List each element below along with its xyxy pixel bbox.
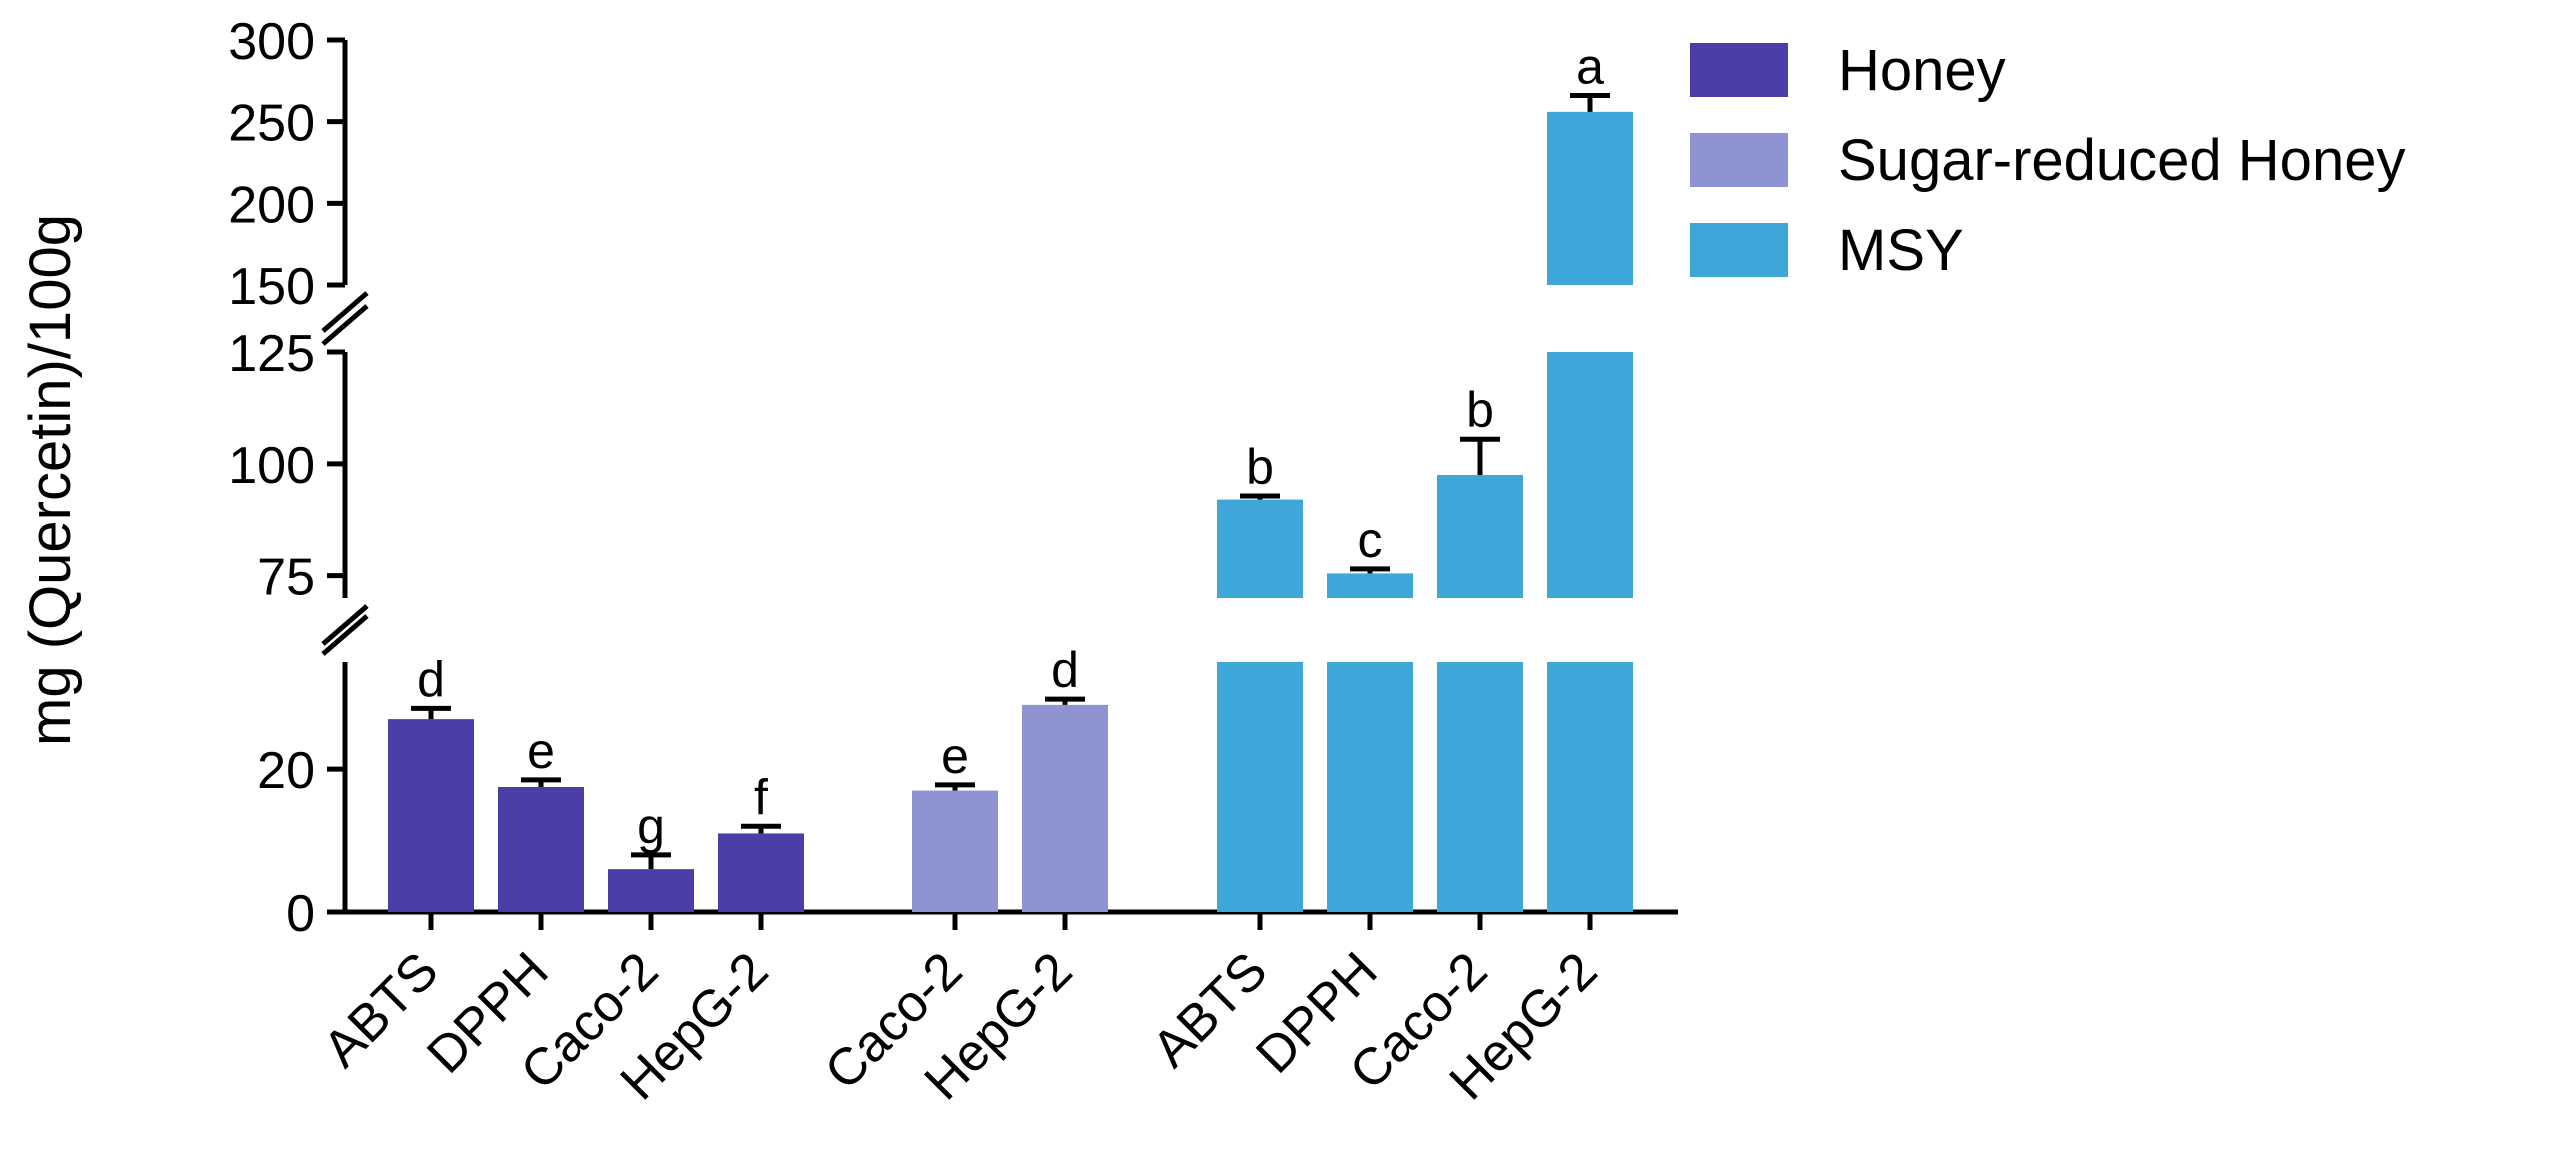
significance-letter: d (1051, 642, 1079, 698)
significance-letter: d (417, 651, 445, 707)
bar-msy-caco-2 (1437, 662, 1523, 912)
legend-swatch (1690, 223, 1788, 277)
significance-letter: e (527, 723, 555, 779)
significance-letter: c (1358, 512, 1383, 568)
bar-honey-abts (388, 719, 474, 912)
legend: Honey Sugar-reduced Honey MSY (1690, 38, 2405, 283)
y-tick-label: 0 (286, 885, 315, 943)
bar-honey-dpph (498, 787, 584, 912)
bar-sugar-reduced-honey-caco-2 (912, 790, 998, 912)
axis-break-mark (321, 604, 369, 646)
y-axis-label: mg (Quercetin)/100g (18, 214, 83, 746)
y-tick-label: 300 (228, 13, 315, 71)
legend-swatch (1690, 43, 1788, 97)
legend-label: Honey (1838, 38, 2006, 103)
bar-honey-caco-2 (608, 869, 694, 912)
legend-label: Sugar-reduced Honey (1838, 128, 2405, 193)
legend-swatch (1690, 133, 1788, 187)
significance-letter: a (1576, 39, 1604, 95)
axis-break-mark (321, 614, 369, 656)
y-tick-label: 250 (228, 95, 315, 153)
y-tick-label: 150 (228, 258, 315, 316)
x-tick-label: ABTS (312, 941, 449, 1078)
significance-letter: g (637, 798, 665, 854)
significance-letter: b (1246, 439, 1274, 495)
x-tick-label: ABTS (1141, 941, 1278, 1078)
significance-letter: e (941, 728, 969, 784)
legend-label: MSY (1838, 218, 1964, 283)
bars: d e g f e d b c b a (388, 39, 1633, 912)
y-tick-label: 200 (228, 176, 315, 234)
bar-sugar-reduced-honey-hepg-2 (1022, 704, 1108, 912)
bar-msy-dpph (1327, 573, 1413, 598)
y-tick-label: 100 (228, 437, 315, 495)
axis-break-mark (321, 291, 369, 333)
axis-break-mark (321, 304, 369, 346)
bar-msy-hepg-2 (1547, 352, 1633, 598)
y-tick-label: 75 (257, 549, 315, 607)
y-tick-label: 125 (228, 325, 315, 383)
bar-msy-hepg-2 (1547, 111, 1633, 285)
bar-honey-hepg-2 (718, 833, 804, 912)
bar-msy-abts (1217, 662, 1303, 912)
bar-msy-dpph (1327, 662, 1413, 912)
bar-msy-abts (1217, 499, 1303, 598)
significance-letter: f (754, 769, 768, 825)
significance-letter: b (1466, 382, 1494, 438)
bar-msy-hepg-2 (1547, 662, 1633, 912)
bar-msy-caco-2 (1437, 475, 1523, 598)
y-tick-label: 20 (257, 742, 315, 800)
